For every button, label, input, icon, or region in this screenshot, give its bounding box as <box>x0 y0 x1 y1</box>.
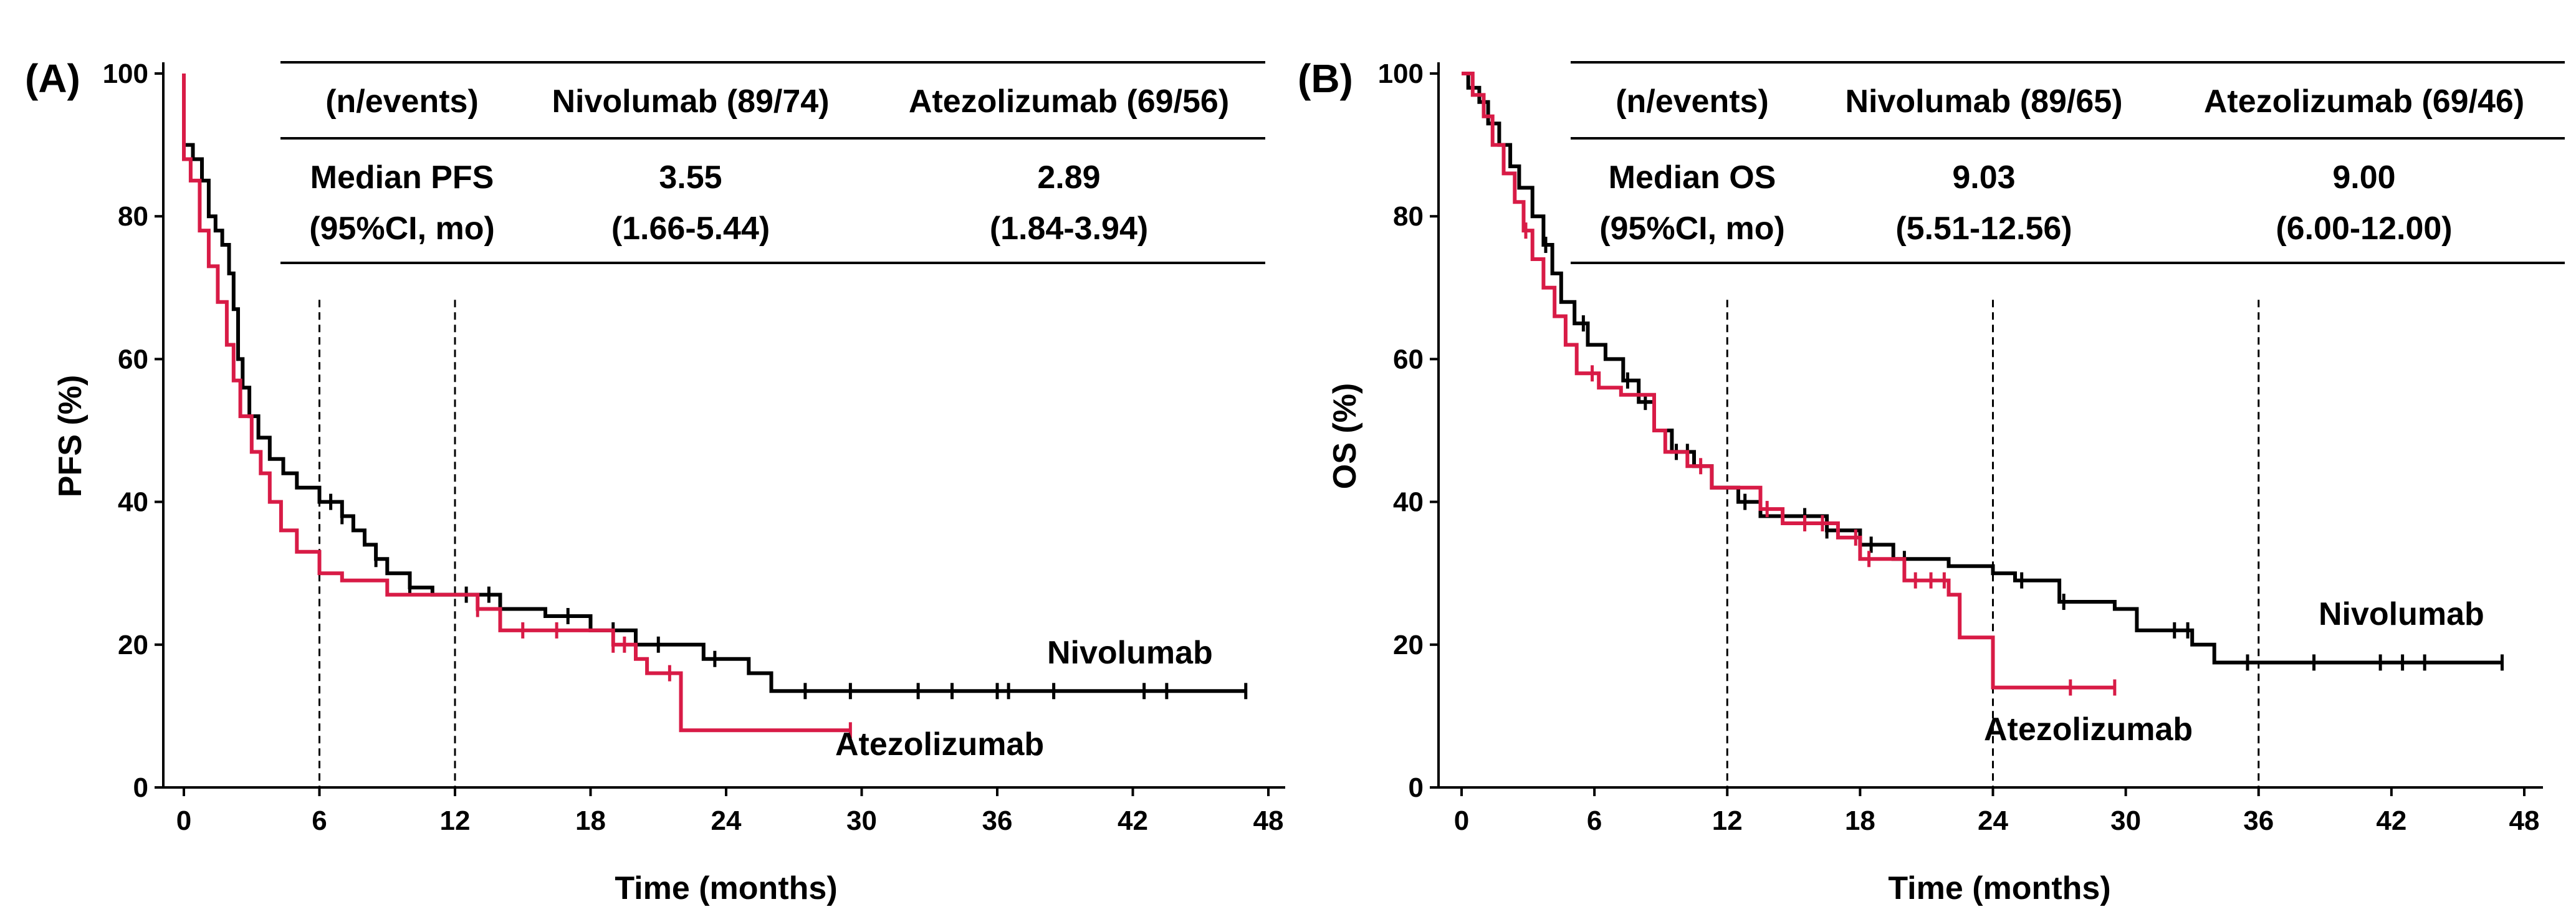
x-tick-label: 0 <box>1454 806 1469 836</box>
panel-b-table-atezo-median: 9.00 <box>2332 159 2395 196</box>
km-curve-atezolizumab <box>1462 72 2115 690</box>
y-tick-label: 100 <box>1378 59 1424 89</box>
x-tick-label: 48 <box>2509 806 2540 836</box>
x-tick-label: 24 <box>711 806 742 836</box>
panel-b-atezolizumab-label: Atezolizumab <box>1984 711 2193 748</box>
panel-b-curves <box>1462 72 2504 696</box>
y-tick-label: 100 <box>103 59 148 89</box>
y-tick-label: 40 <box>1393 487 1424 518</box>
x-tick-label: 12 <box>1712 806 1743 836</box>
x-tick-label: 36 <box>982 806 1013 836</box>
panel-b-label: (B) <box>1298 56 1353 101</box>
x-tick-label: 6 <box>1587 806 1602 836</box>
y-tick-label: 0 <box>133 772 148 803</box>
panel-b-x-title: Time (months) <box>1888 870 2110 906</box>
panel-b-table-nivo-ci: (5.51-12.56) <box>1895 211 2072 247</box>
panel-a-x-ticks: 0 6 12 18 24 30 36 42 48 <box>176 787 1284 836</box>
panel-b-table-row-label-2: (95%CI, mo) <box>1599 211 1785 247</box>
km-curve-nivolumab <box>182 74 1246 693</box>
panel-a-table-nivo-ci: (1.66-5.44) <box>611 211 770 247</box>
panel-a-reference-lines <box>318 300 456 787</box>
panel-b: (B) 0 20 40 60 80 100 0 6 12 18 24 30 36 42 48 OS (%)… <box>1298 56 2565 906</box>
panel-a-label: (A) <box>25 56 80 101</box>
panel-b-table-row-label-1: Median OS <box>1609 159 1776 196</box>
x-tick-label: 24 <box>1978 806 2008 836</box>
panel-b-table-atezo-ci: (6.00-12.00) <box>2276 211 2452 247</box>
panel-a-table-header-nivolumab: Nivolumab (89/74) <box>552 83 829 120</box>
x-tick-label: 0 <box>176 806 191 836</box>
panel-b-table-header-atezolizumab: Atezolizumab (69/46) <box>2204 83 2524 120</box>
panel-a-table-row-label-1: Median PFS <box>310 159 494 196</box>
panel-a-table-atezo-ci: (1.84-3.94) <box>990 211 1148 247</box>
panel-b-table-header-events: (n/events) <box>1616 83 1769 120</box>
panel-a-atezolizumab-label: Atezolizumab <box>835 726 1044 763</box>
y-tick-label: 80 <box>118 201 148 232</box>
panel-a-table-header-events: (n/events) <box>325 83 479 120</box>
panel-a-x-title: Time (months) <box>615 870 837 906</box>
panel-a-table-nivo-median: 3.55 <box>659 159 722 196</box>
panel-a-table-atezo-median: 2.89 <box>1037 159 1100 196</box>
panel-b-y-title: OS (%) <box>1327 383 1363 489</box>
panel-a-table-row-label-2: (95%CI, mo) <box>309 211 495 247</box>
x-tick-label: 30 <box>2110 806 2141 836</box>
panel-b-table-header-nivolumab: Nivolumab (89/65) <box>1845 83 2122 120</box>
panel-a-curves <box>182 74 1248 739</box>
y-tick-label: 20 <box>1393 630 1424 660</box>
panel-b-nivolumab-label: Nivolumab <box>2319 596 2484 632</box>
y-tick-label: 40 <box>118 487 148 518</box>
x-tick-label: 18 <box>1845 806 1875 836</box>
x-tick-label: 42 <box>2376 806 2406 836</box>
x-tick-label: 42 <box>1118 806 1148 836</box>
y-tick-label: 20 <box>118 630 148 660</box>
panel-a-summary-table: (n/events) Nivolumab (89/74) Atezolizuma… <box>280 61 1265 264</box>
y-tick-label: 60 <box>118 344 148 374</box>
y-tick-label: 60 <box>1393 344 1424 374</box>
panel-a: (A) 0 20 40 60 80 100 0 6 12 18 24 30 36 42 48 PFS (%… <box>25 56 1285 906</box>
panel-a-y-title: PFS (%) <box>52 375 89 497</box>
x-tick-label: 6 <box>312 806 327 836</box>
x-tick-label: 18 <box>575 806 606 836</box>
panel-a-y-ticks: 0 20 40 60 80 100 <box>103 59 163 803</box>
panel-a-nivolumab-label: Nivolumab <box>1047 635 1213 671</box>
x-tick-label: 12 <box>440 806 471 836</box>
x-tick-label: 36 <box>2243 806 2274 836</box>
km-curve-atezolizumab <box>182 74 851 733</box>
y-tick-label: 0 <box>1409 772 1424 803</box>
panel-b-table-nivo-median: 9.03 <box>1952 159 2015 196</box>
panel-b-summary-table: (n/events) Nivolumab (89/65) Atezolizuma… <box>1571 61 2565 264</box>
x-tick-label: 48 <box>1253 806 1284 836</box>
panel-b-y-ticks: 0 20 40 60 80 100 <box>1378 59 1439 803</box>
panel-b-reference-lines <box>1726 300 2260 787</box>
x-tick-label: 30 <box>846 806 877 836</box>
panel-a-table-header-atezolizumab: Atezolizumab (69/56) <box>909 83 1229 120</box>
panel-b-x-ticks: 0 6 12 18 24 30 36 42 48 <box>1454 787 2540 836</box>
y-tick-label: 80 <box>1393 201 1424 232</box>
